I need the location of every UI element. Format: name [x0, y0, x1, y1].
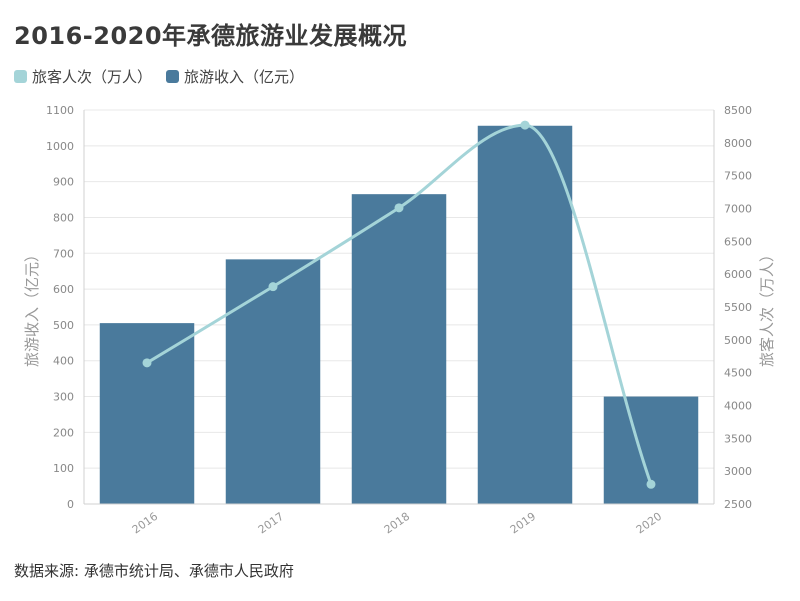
visitors-line [146, 123, 653, 485]
y-tick-label-left: 500 [53, 319, 74, 332]
y-tick-label-left: 200 [53, 426, 74, 439]
y-tick-label-right: 7000 [724, 203, 752, 216]
y-axis-title-left: 旅游收入（亿元） [23, 247, 41, 367]
y-tick-label-right: 6000 [724, 268, 752, 281]
y-tick-label-left: 900 [53, 176, 74, 189]
x-tick-label: 2019 [508, 510, 538, 537]
y-tick-label-right: 3500 [724, 432, 752, 445]
x-tick-label: 2016 [130, 510, 160, 537]
legend-label-visitors: 旅客人次（万人） [32, 68, 153, 86]
bar [99, 323, 195, 504]
y-tick-label-right: 4000 [724, 400, 752, 413]
y-tick-label-right: 7500 [724, 170, 752, 183]
data-source: 数据来源: 承德市统计局、承德市人民政府 [14, 562, 294, 580]
x-tick-label: 2017 [256, 510, 286, 537]
y-tick-label-left: 800 [53, 211, 74, 224]
x-tick-label: 2018 [382, 510, 412, 537]
bar [351, 194, 447, 504]
y-tick-label-left: 1000 [46, 140, 74, 153]
bar [477, 125, 573, 504]
y-tick-label-right: 8500 [724, 104, 752, 117]
y-tick-label-left: 1100 [46, 104, 74, 117]
y-tick-label-right: 3000 [724, 465, 752, 478]
y-tick-label-left: 700 [53, 247, 74, 260]
bar [225, 259, 321, 504]
y-tick-label-right: 8000 [724, 137, 752, 150]
legend-swatch-line [14, 70, 27, 83]
y-tick-label-left: 400 [53, 355, 74, 368]
legend-item-revenue[interactable]: 旅游收入（亿元） [166, 66, 304, 87]
chart-title: 2016-2020年承德旅游业发展概况 [14, 22, 408, 50]
line-series [142, 120, 656, 489]
y-tick-label-left: 100 [53, 462, 74, 475]
legend-swatch-bar [166, 70, 180, 83]
legend: 旅客人次（万人） 旅游收入（亿元） [14, 66, 304, 87]
y-tick-label-right: 2500 [724, 498, 752, 511]
line-point [394, 203, 404, 213]
y-tick-label-right: 5500 [724, 301, 752, 314]
y-tick-label-right: 4500 [724, 367, 752, 380]
line-point [268, 282, 278, 292]
bar-series [99, 125, 699, 504]
y-tick-label-right: 5000 [724, 334, 752, 347]
y-tick-label-left: 300 [53, 391, 74, 404]
line-point [520, 120, 530, 130]
y-axis-title-right: 旅客人次（万人） [758, 247, 776, 367]
line-point [646, 479, 656, 489]
y-tick-label-left: 600 [53, 283, 74, 296]
line-point [142, 358, 152, 368]
legend-label-revenue: 旅游收入（亿元） [184, 68, 305, 86]
y-tick-label-right: 6500 [724, 235, 752, 248]
legend-item-visitors[interactable]: 旅客人次（万人） [14, 66, 152, 87]
x-tick-label: 2020 [634, 510, 664, 537]
y-tick-label-left: 0 [67, 498, 74, 511]
